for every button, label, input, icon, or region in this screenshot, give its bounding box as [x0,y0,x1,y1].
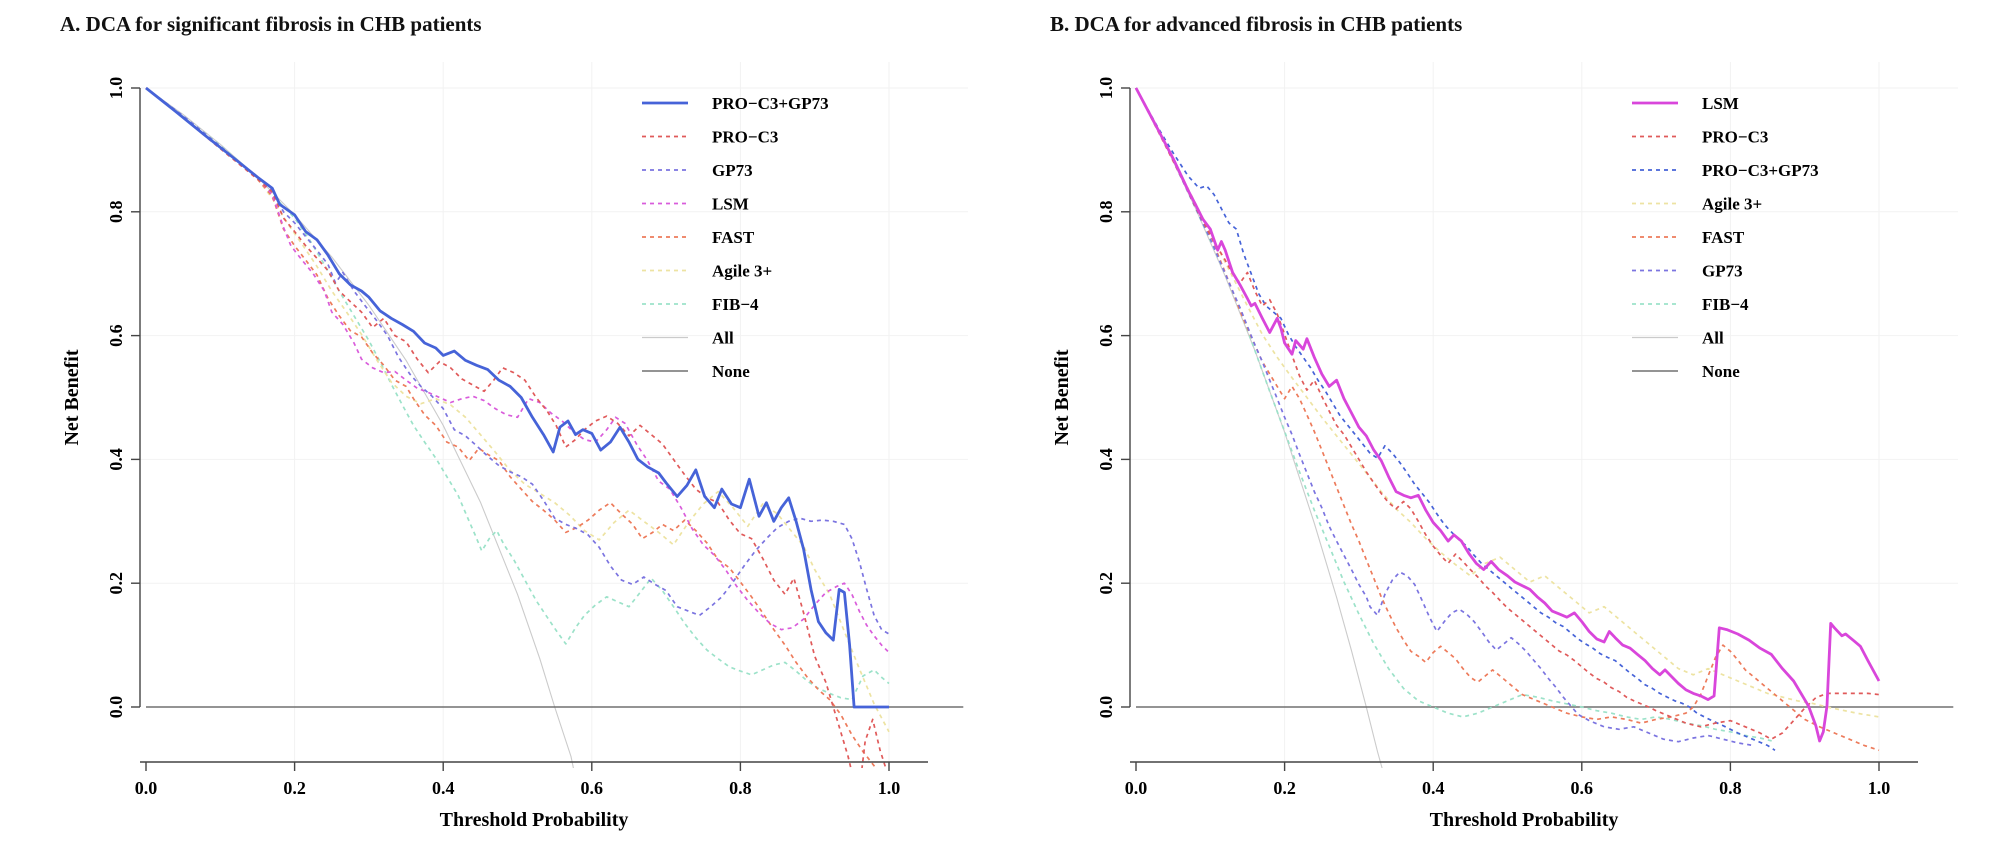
series-proc3 [145,87,887,768]
x-tick-label: 0.8 [729,778,752,798]
x-tick-label: 0.2 [1273,778,1296,798]
legend-item-fast: FAST [642,228,755,247]
legend: PRO−C3+GP73 PRO−C3 GP73 LSM FAST Agile 3+ FIB−… [642,94,829,381]
legend-label-fib4: FIB−4 [712,295,759,314]
y-tick-label: 0.2 [1096,572,1116,595]
y-tick-label: 0.0 [1096,696,1116,719]
x-tick-label: 1.0 [1868,778,1891,798]
x-axis-title: Threshold Probability [1430,809,1619,831]
y-tick-label: 0.8 [1096,201,1116,224]
legend-item-none: None [642,362,750,381]
legend-item-none: None [1632,362,1740,381]
series-proc3 [1135,87,1880,741]
legend-item-agile3: Agile 3+ [1632,195,1762,214]
legend-item-gp73: GP73 [642,161,753,180]
legend-label-none: None [712,362,750,381]
gridlines [140,62,968,762]
x-tick-label: 0.4 [432,778,455,798]
legend-label-fast: FAST [712,228,755,247]
legend-label-proc3gp73: PRO−C3+GP73 [1702,161,1819,180]
legend-item-proc3gp73: PRO−C3+GP73 [1632,161,1819,180]
legend-item-proc3: PRO−C3 [642,128,778,147]
x-axis-title: Threshold Probability [440,809,629,831]
legend-item-gp73: GP73 [1632,262,1743,281]
x-tick-label: 0.6 [1571,778,1594,798]
series-fib4 [1135,87,1776,743]
y-tick-label: 0.6 [1096,324,1116,347]
legend-label-all: All [1702,329,1724,348]
series-proc3gp73 [145,86,889,709]
legend-item-all: All [642,329,734,348]
series-fast [1135,87,1880,752]
legend-label-proc3: PRO−C3 [1702,128,1768,147]
series-agile3 [145,87,890,733]
y-tick-label: 1.0 [106,77,126,100]
x-tick-label: 0.6 [581,778,604,798]
legend-item-lsm: LSM [642,195,749,214]
legend-item-proc3gp73: PRO−C3+GP73 [642,94,829,113]
legend-label-all: All [712,329,734,348]
series-proc3gp73 [1135,87,1776,752]
legend-item-agile3: Agile 3+ [642,262,772,281]
legend-label-proc3gp73: PRO−C3+GP73 [712,94,829,113]
y-axis-title: Net Benefit [1051,349,1073,445]
series-agile3 [1135,87,1880,718]
legend-item-fast: FAST [1632,228,1745,247]
legend-item-fib4: FIB−4 [642,295,759,314]
panel-a: A. DCA for significant fibrosis in CHB p… [4,0,994,855]
series-lsm [145,87,890,654]
series-fib4 [145,87,890,701]
legend-item-proc3: PRO−C3 [1632,128,1768,147]
panel-a-title: A. DCA for significant fibrosis in CHB p… [60,12,482,36]
axes: 0.0 0.2 0.4 0.6 0.8 1.0 0.0 0.2 0.4 0.6 0.8 1.0 [1096,77,1918,798]
y-tick-label: 0.0 [106,696,126,719]
x-tick-label: 0.2 [283,778,306,798]
legend-label-proc3: PRO−C3 [712,128,778,147]
x-tick-label: 0.4 [1422,778,1445,798]
y-tick-label: 0.4 [106,448,126,471]
legend-label-gp73: GP73 [1702,262,1743,281]
legend-item-fib4: FIB−4 [1632,295,1749,314]
series-all [145,87,574,768]
panel-b-chart: 0.0 0.2 0.4 0.6 0.8 1.0 0.0 0.2 0.4 0.6 0.8 1.0 Thre… [1051,62,1958,831]
legend-label-lsm: LSM [1702,94,1739,113]
axes: 0.0 0.2 0.4 0.6 0.8 1.0 0.0 0.2 0.4 0.6 0.8 1.0 [106,77,928,798]
x-tick-label: 0.8 [1719,778,1742,798]
y-tick-label: 0.2 [106,572,126,595]
legend: LSM PRO−C3 PRO−C3+GP73 Agile 3+ FAST GP73 FIB−… [1632,94,1819,381]
series-gp73 [145,87,890,635]
legend-label-gp73: GP73 [712,161,753,180]
legend-item-lsm: LSM [1632,94,1739,113]
legend-label-agile3: Agile 3+ [712,262,772,281]
legend-label-fib4: FIB−4 [1702,295,1749,314]
legend-label-none: None [1702,362,1740,381]
legend-item-all: All [1632,329,1724,348]
legend-label-lsm: LSM [712,195,749,214]
series-fast [145,87,877,768]
y-tick-label: 1.0 [1096,77,1116,100]
series-group [1134,87,1954,768]
x-tick-label: 1.0 [878,778,901,798]
series-group [145,86,964,768]
legend-label-agile3: Agile 3+ [1702,195,1762,214]
legend-label-fast: FAST [1702,228,1745,247]
x-tick-label: 0.0 [1125,778,1148,798]
panel-a-chart: 0.0 0.2 0.4 0.6 0.8 1.0 0.0 0.2 0.4 0.6 0.8 1.0 Thre… [61,62,968,831]
y-axis-title: Net Benefit [61,349,83,445]
series-gp73 [1135,87,1753,747]
panel-b-title: B. DCA for advanced fibrosis in CHB pati… [1050,12,1463,36]
panel-b: B. DCA for advanced fibrosis in CHB pati… [994,0,1984,855]
x-tick-label: 0.0 [135,778,158,798]
y-tick-label: 0.8 [106,201,126,224]
gridlines [1130,62,1958,762]
y-tick-label: 0.6 [106,324,126,347]
series-lsm [1134,87,1881,743]
y-tick-label: 0.4 [1096,448,1116,471]
series-all [1135,87,1383,768]
